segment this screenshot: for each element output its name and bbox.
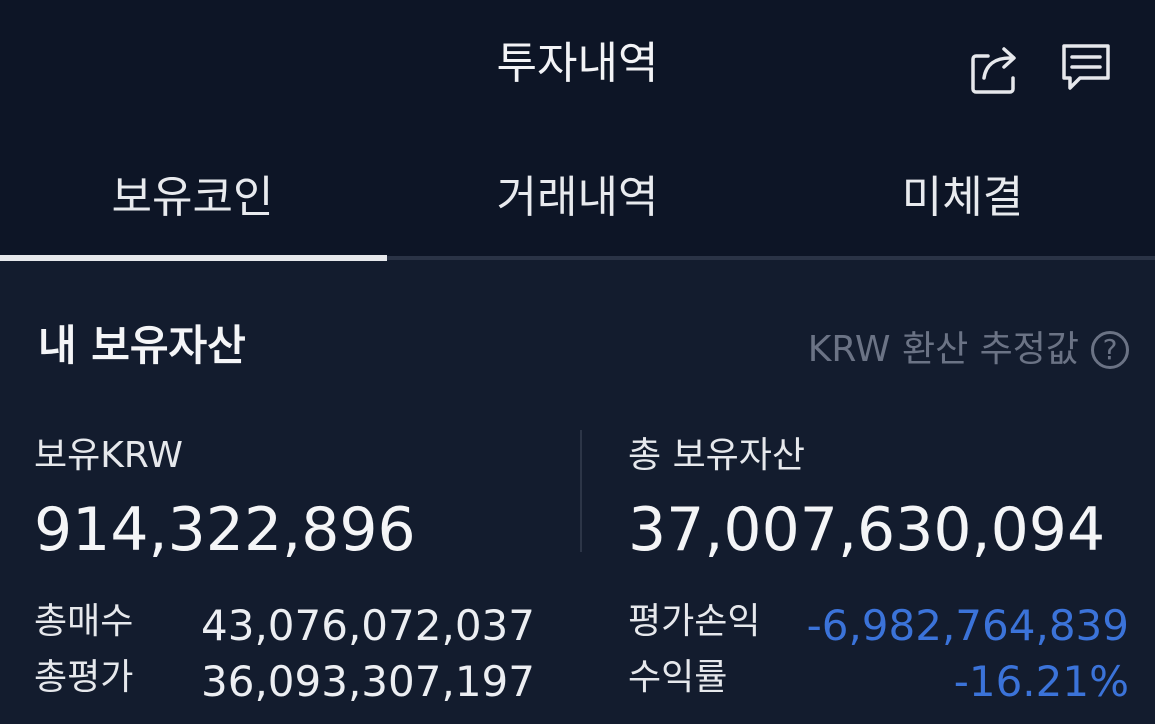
- total-assets-label: 총 보유자산: [628, 435, 806, 476]
- section-title: 내 보유자산: [38, 321, 246, 370]
- krw-estimate-note[interactable]: KRW 환산 추정값 ?: [808, 326, 1129, 374]
- column-divider: [580, 430, 582, 552]
- help-icon[interactable]: ?: [1091, 331, 1129, 369]
- total-buy-value: 43,076,072,037: [201, 601, 535, 650]
- tab-transactions[interactable]: 거래내역: [496, 172, 659, 223]
- page-title: 투자내역: [496, 38, 659, 89]
- comment-button[interactable]: [1056, 38, 1116, 98]
- krw-value: 914,322,896: [34, 495, 416, 565]
- total-eval-label: 총평가: [34, 657, 134, 698]
- return-rate-label: 수익률: [628, 657, 728, 698]
- active-tab-indicator: [0, 255, 387, 261]
- pnl-label: 평가손익: [628, 601, 761, 642]
- tab-holdings[interactable]: 보유코인: [111, 172, 274, 223]
- header-bar: 투자내역 보유코인 거래내역 미체결: [0, 0, 1155, 256]
- total-buy-label: 총매수: [34, 601, 134, 642]
- comment-icon: [1062, 44, 1110, 90]
- return-rate-value: -16.21%: [953, 657, 1129, 706]
- estimate-label: KRW 환산 추정값: [807, 329, 1079, 370]
- tab-open-orders[interactable]: 미체결: [901, 172, 1024, 223]
- pnl-value: -6,982,764,839: [806, 601, 1129, 650]
- share-icon: [971, 47, 1016, 94]
- total-assets-value: 37,007,630,094: [628, 495, 1106, 565]
- tab-bar: 보유코인 거래내역 미체결: [0, 150, 1155, 256]
- total-eval-value: 36,093,307,197: [201, 657, 535, 706]
- krw-label: 보유KRW: [34, 435, 183, 476]
- tab-divider: [0, 256, 1155, 260]
- share-button[interactable]: [966, 38, 1026, 98]
